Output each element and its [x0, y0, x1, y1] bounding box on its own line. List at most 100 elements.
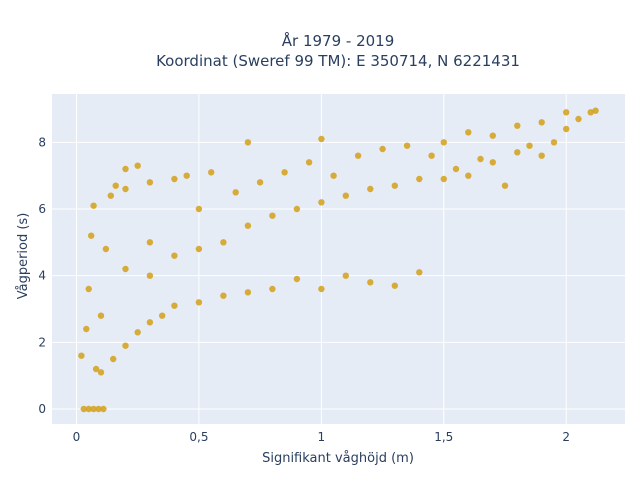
data-point — [416, 175, 423, 183]
data-point — [575, 115, 582, 123]
data-point — [367, 279, 374, 286]
data-point — [220, 292, 227, 299]
data-point — [110, 355, 117, 363]
data-point — [477, 155, 484, 163]
data-point — [146, 239, 154, 246]
y-tick-label: 2 — [38, 335, 46, 349]
data-points — [78, 107, 599, 413]
x-tick-label: 0 — [73, 430, 81, 444]
data-point — [244, 139, 252, 146]
data-point — [563, 109, 570, 116]
data-point — [159, 312, 166, 319]
data-point — [122, 265, 129, 273]
data-point — [354, 152, 362, 159]
x-tick-label: 1 — [318, 430, 326, 444]
data-point — [195, 205, 203, 213]
data-point — [146, 272, 154, 279]
data-point — [80, 405, 88, 413]
data-point — [78, 352, 85, 359]
data-point — [256, 179, 264, 186]
data-point — [452, 165, 460, 173]
y-tick-label: 0 — [38, 402, 46, 416]
data-point — [269, 212, 276, 219]
data-point — [88, 232, 95, 239]
data-point — [146, 179, 154, 186]
plot-area — [52, 94, 625, 424]
data-point — [330, 172, 337, 179]
data-point — [489, 159, 496, 166]
y-tick-label: 4 — [38, 269, 46, 283]
data-point — [122, 342, 129, 349]
data-point — [85, 285, 92, 293]
data-point — [592, 107, 599, 114]
data-point — [195, 245, 203, 253]
data-point — [367, 185, 374, 193]
data-point — [514, 149, 521, 156]
data-point — [489, 132, 496, 139]
data-point — [269, 285, 276, 293]
data-point — [208, 169, 215, 176]
data-point — [318, 135, 325, 143]
data-point — [440, 139, 447, 146]
data-point — [244, 289, 252, 296]
data-point — [85, 405, 92, 413]
data-point — [134, 162, 141, 169]
grid-lines — [52, 94, 625, 424]
data-point — [112, 182, 119, 189]
data-point — [83, 325, 90, 333]
data-point — [122, 165, 129, 173]
y-tick-label: 8 — [38, 135, 46, 149]
x-axis-label: Signifikant våghöjd (m) — [262, 451, 414, 466]
data-point — [92, 365, 100, 373]
data-point — [428, 152, 435, 159]
data-point — [403, 142, 411, 149]
data-point — [342, 272, 349, 279]
data-point — [538, 152, 545, 159]
data-point — [97, 312, 105, 319]
data-point — [526, 142, 533, 149]
data-point — [97, 369, 105, 376]
data-point — [391, 282, 398, 289]
data-point — [100, 405, 107, 413]
data-point — [281, 169, 288, 176]
data-point — [122, 185, 129, 193]
data-point — [134, 329, 141, 336]
y-axis-label: Vågperiod (s) — [16, 213, 31, 300]
data-point — [102, 245, 110, 253]
data-point — [90, 405, 97, 413]
data-point — [391, 182, 398, 189]
data-point — [183, 172, 190, 179]
data-point — [95, 405, 102, 413]
data-point — [146, 319, 154, 326]
chart-title-line1: År 1979 - 2019 — [282, 31, 395, 50]
data-point — [563, 125, 570, 133]
data-point — [465, 129, 472, 136]
data-point — [379, 145, 386, 153]
data-point — [538, 119, 545, 126]
data-point — [305, 159, 313, 166]
data-point — [318, 285, 325, 293]
data-point — [587, 109, 594, 116]
data-point — [90, 202, 97, 209]
data-point — [416, 269, 423, 276]
data-point — [514, 122, 521, 129]
data-point — [171, 252, 178, 259]
data-point — [244, 222, 252, 229]
data-point — [220, 239, 227, 246]
data-point — [440, 175, 447, 183]
x-tick-label: 0,5 — [189, 430, 208, 444]
data-point — [195, 299, 203, 306]
tick-labels: 0 0,5 1 1,5 2 0 2 4 6 8 — [38, 135, 570, 444]
chart-title-line2: Koordinat (Sweref 99 TM): E 350714, N 62… — [156, 52, 520, 70]
y-tick-label: 6 — [38, 202, 46, 216]
data-point — [465, 172, 472, 179]
data-point — [232, 189, 239, 196]
data-point — [293, 275, 301, 283]
data-point — [501, 182, 509, 189]
data-point — [342, 192, 349, 199]
data-point — [171, 302, 178, 309]
x-tick-label: 2 — [562, 430, 570, 444]
data-point — [107, 192, 115, 199]
